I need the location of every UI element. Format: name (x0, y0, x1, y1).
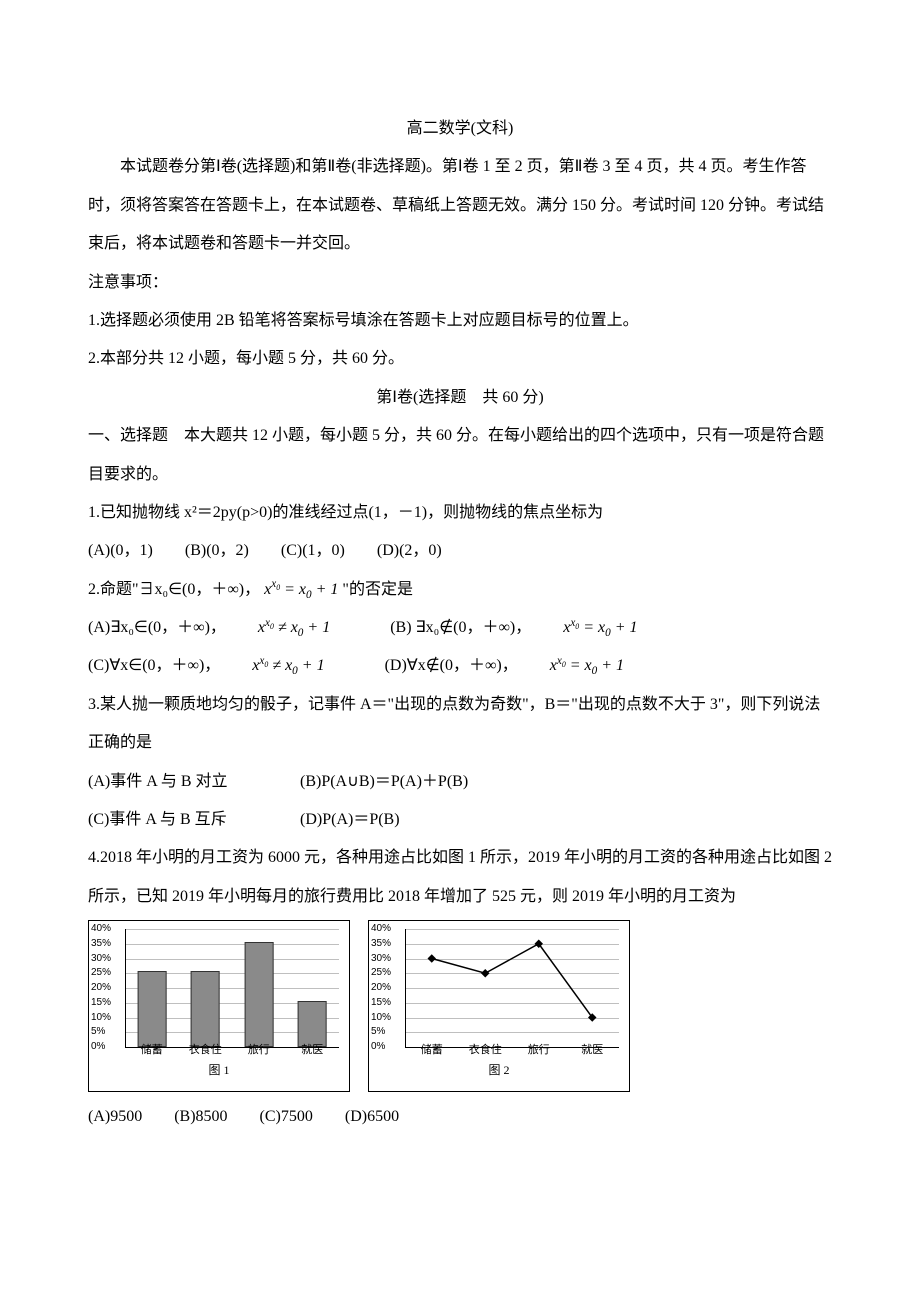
note-2: 2.本部分共 12 小题，每小题 5 分，共 60 分。 (88, 340, 832, 378)
q1-option-a: (A)(0，1) (88, 532, 153, 570)
x-tick-label: 旅行 (528, 1037, 550, 1063)
q2-b-pre: (B) ∃x₀∉(0，＋∞)， (390, 609, 531, 647)
page: 高二数学(文科) 本试题卷分第Ⅰ卷(选择题)和第Ⅱ卷(非选择题)。第Ⅰ卷 1 至… (0, 0, 920, 1177)
x-tick-label: 储蓄 (141, 1037, 163, 1063)
x-tick-label: 就医 (301, 1037, 323, 1063)
q3-option-a: (A)事件 A 与 B 对立 (88, 763, 268, 801)
q4-option-b: (B)8500 (174, 1098, 227, 1136)
intro-paragraph: 本试题卷分第Ⅰ卷(选择题)和第Ⅱ卷(非选择题)。第Ⅰ卷 1 至 2 页，第Ⅱ卷 … (88, 148, 832, 263)
q4-option-c: (C)7500 (260, 1098, 313, 1136)
q3-stem: 3.某人抛一颗质地均匀的骰子，记事件 A＝"出现的点数为奇数"，B＝"出现的点数… (88, 686, 832, 763)
section-1-heading: 第Ⅰ卷(选择题 共 60 分) (88, 379, 832, 417)
q4-option-a: (A)9500 (88, 1098, 142, 1136)
q2-c-expr: xx0 ≠ x0 + 1 (252, 647, 324, 685)
q2-stem-pre: 2.命题"∃x₀∈(0，＋∞)， (88, 581, 260, 598)
q2-b-expr: xx0 = x0 + 1 (563, 609, 637, 647)
q2-d-pre: (D)∀x∉(0，＋∞)， (385, 647, 518, 685)
q2-stem-expr: xx0 = x0 + 1 (264, 581, 338, 598)
q1-option-c: (C)(1，0) (281, 532, 345, 570)
note-1: 1.选择题必须使用 2B 铅笔将答案标号填涂在答题卡上对应题目标号的位置上。 (88, 302, 832, 340)
x-tick-label: 衣食住 (189, 1037, 222, 1063)
line-chart-svg (405, 929, 619, 1047)
x-tick-label: 旅行 (248, 1037, 270, 1063)
x-tick-label: 储蓄 (421, 1037, 443, 1063)
q2-options-row1: (A)∃x₀∈(0，＋∞)， xx0 ≠ x0 + 1 (B) ∃x₀∉(0，＋… (88, 609, 832, 647)
q2-option-d: (D)∀x∉(0，＋∞)， xx0 = x0 + 1 (385, 647, 652, 685)
q4-stem: 4.2018 年小明的月工资为 6000 元，各种用途占比如图 1 所示，201… (88, 839, 832, 916)
chart-1-bar: 图 1 0%5%10%15%20%25%30%35%40%储蓄衣食住旅行就医 (88, 920, 350, 1092)
q2-a-expr: xx0 ≠ x0 + 1 (258, 609, 330, 647)
q4-options: (A)9500 (B)8500 (C)7500 (D)6500 (88, 1098, 832, 1136)
charts-row: 图 1 0%5%10%15%20%25%30%35%40%储蓄衣食住旅行就医 图… (88, 920, 832, 1092)
q2-stem: 2.命题"∃x₀∈(0，＋∞)， xx0 = x0 + 1 "的否定是 (88, 571, 832, 609)
exam-title: 高二数学(文科) (88, 110, 832, 148)
part-1-instructions: 一、选择题 本大题共 12 小题，每小题 5 分，共 60 分。在每小题给出的四… (88, 417, 832, 494)
q1-stem: 1.已知抛物线 x²＝2py(p>0)的准线经过点(1，－1)，则抛物线的焦点坐… (88, 494, 832, 532)
q3-options-row1: (A)事件 A 与 B 对立 (B)P(A∪B)＝P(A)＋P(B) (88, 763, 832, 801)
q4-option-d: (D)6500 (345, 1098, 399, 1136)
q2-option-c: (C)∀x∈(0，＋∞)， xx0 ≠ x0 + 1 (88, 647, 353, 685)
q1-options: (A)(0，1) (B)(0，2) (C)(1，0) (D)(2，0) (88, 532, 832, 570)
y-tick-label: 40% (91, 917, 111, 941)
q3-option-b: (B)P(A∪B)＝P(A)＋P(B) (300, 763, 468, 801)
q2-options-row2: (C)∀x∈(0，＋∞)， xx0 ≠ x0 + 1 (D)∀x∉(0，＋∞)，… (88, 647, 832, 685)
q2-c-pre: (C)∀x∈(0，＋∞)， (88, 647, 220, 685)
q2-stem-post: "的否定是 (342, 581, 413, 598)
q1-option-d: (D)(2，0) (377, 532, 442, 570)
y-tick-label: 40% (371, 917, 391, 941)
bar (244, 942, 273, 1047)
q2-option-b: (B) ∃x₀∉(0，＋∞)， xx0 = x0 + 1 (390, 609, 665, 647)
q3-option-c: (C)事件 A 与 B 互斥 (88, 801, 268, 839)
x-tick-label: 就医 (581, 1037, 603, 1063)
q1-option-b: (B)(0，2) (185, 532, 249, 570)
q3-options-row2: (C)事件 A 与 B 互斥 (D)P(A)＝P(B) (88, 801, 832, 839)
chart-2-line: 图 2 0%5%10%15%20%25%30%35%40%储蓄衣食住旅行就医 (368, 920, 630, 1092)
q2-a-pre: (A)∃x₀∈(0，＋∞)， (88, 609, 226, 647)
q2-d-expr: xx0 = x0 + 1 (550, 647, 624, 685)
q2-option-a: (A)∃x₀∈(0，＋∞)， xx0 ≠ x0 + 1 (88, 609, 358, 647)
q3-option-d: (D)P(A)＝P(B) (300, 801, 400, 839)
x-tick-label: 衣食住 (469, 1037, 502, 1063)
notes-heading: 注意事项： (88, 264, 832, 302)
